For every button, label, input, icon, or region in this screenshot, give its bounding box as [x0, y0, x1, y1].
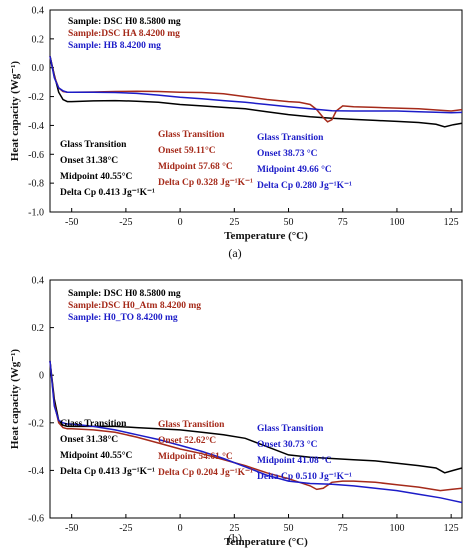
panel-b-legend-entry-2: Sample:DSC H0_Atm 8.4200 mg — [68, 301, 201, 311]
panel-b-annotation-1-line: Delta Cp 0.413 Jg⁻¹K⁻¹ — [60, 467, 155, 477]
panel-b-annotation-1-line: Glass Transition — [60, 419, 127, 429]
panel-a-xtick-label: 0 — [178, 217, 183, 228]
panel-b-annotation-2-line: Midpoint 54.61 °C — [158, 451, 233, 462]
panel-a-annotation-3-line: Glass Transition — [257, 133, 324, 143]
panel-a-xtick-label: 125 — [444, 217, 459, 228]
panel-a-ytick-label: 0.0 — [32, 63, 45, 74]
panel-b-plot-frame — [49, 279, 463, 519]
panel-a-xtick-label: -50 — [65, 217, 78, 228]
panel-a-annotation-3-line: Delta Cp 0.280 Jg⁻¹K⁻¹ — [257, 181, 352, 191]
panel-a-annotation-3-line: Onset 38.73 °C — [257, 148, 318, 159]
panel-b: 0.4 0.2 0 -0.2 -0.4 -0.6 -50 -25 0 25 50 75 100 125 Te… — [9, 276, 463, 548]
panel-a-annotation-3-line: Midpoint 49.66 °C — [257, 164, 332, 175]
panel-a-annotation-1-line: Onset 31.38°C — [60, 155, 118, 166]
panel-a-xtick-label: 50 — [284, 217, 294, 228]
panel-a-ytick-label: 0.4 — [32, 6, 45, 17]
panel-b-ytick-label: -0.6 — [28, 514, 44, 525]
panel-a-label: (a) — [228, 246, 241, 260]
panel-a-legend-entry-3: Sample: HB 8.4200 mg — [68, 41, 161, 51]
panel-b-ytick-label: 0.2 — [32, 323, 45, 334]
panel-a-ytick-label: -0.2 — [28, 92, 44, 103]
panel-a-xtick-label: -25 — [119, 217, 132, 228]
panel-a-ytick-label: -0.4 — [28, 121, 44, 132]
panel-a-xtick-label: 100 — [389, 217, 404, 228]
panel-b-xtick-label: 100 — [389, 523, 404, 534]
panel-b-xtick-label: 25 — [229, 523, 239, 534]
panel-b-xtick-label: 125 — [444, 523, 459, 534]
panel-a-xtick-label: 75 — [338, 217, 348, 228]
panel-b-annotation-2-line: Onset 52.62°C — [158, 435, 216, 446]
panel-b-xtick-label: 0 — [178, 523, 183, 534]
panel-b-ytick-label: -0.4 — [28, 466, 44, 477]
panel-b-annotation-3-line: Midpoint 41.08 °C — [257, 455, 332, 466]
panel-a-ytick-label: -1.0 — [28, 208, 44, 219]
panel-b-xtick-label: -50 — [65, 523, 78, 534]
panel-a: 0.4 0.2 0.0 -0.2 -0.4 -0.6 -0.8 -1.0 -50 -25 0 25 50… — [9, 6, 463, 260]
panel-b-annotation-2-line: Glass Transition — [158, 420, 225, 430]
panel-a-series-line-3 — [49, 56, 463, 114]
panel-a-legend-entry-2: Sample:DSC HA 8.4200 mg — [68, 29, 180, 39]
panel-a-annotation-2-line: Onset 59.11°C — [158, 145, 216, 156]
panel-b-annotation-2-line: Delta Cp 0.204 Jg⁻¹K⁻¹ — [158, 468, 253, 478]
panel-b-xtick-label: -25 — [119, 523, 132, 534]
panel-a-annotation-2-line: Delta Cp 0.328 Jg⁻¹K⁻¹ — [158, 178, 253, 188]
panel-b-legend-entry-1: Sample: DSC H0 8.5800 mg — [68, 289, 181, 299]
panel-a-annotation-2-line: Glass Transition — [158, 130, 225, 140]
panel-b-xtick-label: 50 — [284, 523, 294, 534]
panel-a-annotation-1-line: Delta Cp 0.413 Jg⁻¹K⁻¹ — [60, 188, 155, 198]
panel-a-ytick-label: -0.6 — [28, 150, 44, 161]
panel-a-legend-entry-1: Sample: DSC H0 8.5800 mg — [68, 17, 181, 27]
panel-a-series-line-1 — [49, 56, 463, 128]
panel-a-ytick-label: -0.8 — [28, 179, 44, 190]
panel-b-ytick-label: -0.2 — [28, 418, 44, 429]
panel-b-label: (b) — [228, 531, 242, 545]
panel-a-annotation-1-line: Midpoint 40.55°C — [60, 171, 133, 182]
panel-b-series-line-2 — [49, 360, 463, 492]
panel-b-annotation-1-line: Onset 31.38°C — [60, 434, 118, 445]
panel-a-xtick-label: 25 — [229, 217, 239, 228]
panel-a-series-line-2 — [49, 56, 463, 123]
panel-b-xtick-label: 75 — [338, 523, 348, 534]
panel-b-series-line-1 — [49, 360, 463, 474]
panel-a-xaxis-title: Temperature (°C) — [224, 230, 308, 242]
panel-b-annotation-3-line: Glass Transition — [257, 424, 324, 434]
panel-b-annotation-3-line: Delta Cp 0.510 Jg⁻¹K⁻¹ — [257, 472, 352, 482]
panel-b-series-line-3 — [49, 360, 463, 504]
panel-b-xaxis-title: Temperature (°C) — [224, 536, 308, 548]
panel-a-ytick-label: 0.2 — [32, 34, 45, 45]
panel-b-legend-entry-3: Sample: H0_TO 8.4200 mg — [68, 313, 178, 323]
panel-b-yaxis-title: Heat capacity (Wg⁻¹) — [9, 349, 21, 449]
panel-a-annotation-2-line: Midpoint 57.68 °C — [158, 161, 233, 172]
panel-a-yaxis-title: Heat capacity (Wg⁻¹) — [9, 61, 21, 161]
panel-a-plot-frame — [49, 9, 463, 213]
panel-b-ytick-label: 0.4 — [32, 276, 45, 287]
panel-b-annotation-1-line: Midpoint 40.55°C — [60, 450, 133, 461]
panel-b-annotation-3-line: Onset 30.73 °C — [257, 439, 318, 450]
panel-a-annotation-1-line: Glass Transition — [60, 140, 127, 150]
panel-b-ytick-label: 0 — [39, 371, 44, 382]
